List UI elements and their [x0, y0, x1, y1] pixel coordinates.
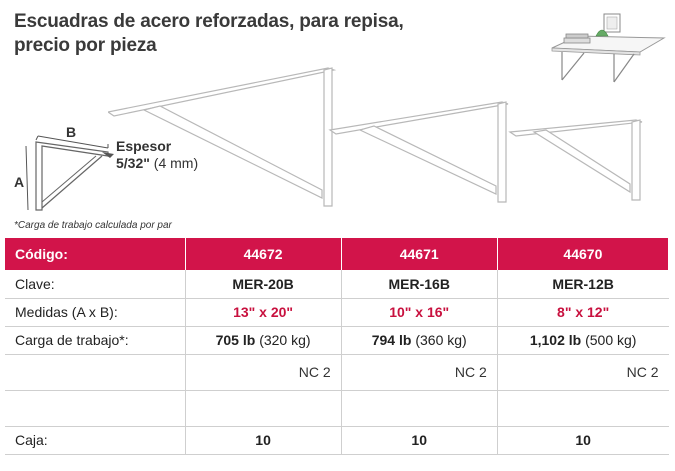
header-code-3: 44670 — [497, 238, 670, 270]
table-row-nc: NC 2 NC 2 NC 2 — [5, 354, 669, 391]
table-row-medidas: Medidas (A x B): 13" x 20" 10" x 16" 8" … — [5, 298, 669, 327]
nc-value: NC 2 — [185, 354, 342, 391]
clave-value: MER-12B — [497, 270, 669, 299]
carga-kg: (500 kg) — [585, 332, 637, 348]
row-label-medidas: Medidas (A x B): — [5, 298, 186, 327]
shelf-illustration — [551, 13, 666, 83]
caja-value: 10 — [185, 426, 342, 455]
thickness-metric: (4 mm) — [153, 155, 199, 171]
carga-value: 1,102 lb (500 kg) — [497, 326, 669, 355]
bracket-medium — [328, 101, 509, 203]
table-row-clave: Clave: MER-20B MER-16B MER-12B — [5, 270, 669, 299]
table-header-row: Código: 44672 44671 44670 — [5, 238, 670, 270]
spec-table: Código: 44672 44671 44670 Clave: MER-20B… — [5, 238, 670, 455]
table-row-blank — [5, 390, 669, 427]
carga-lb: 705 lb — [215, 332, 256, 348]
carga-value: 705 lb (320 kg) — [185, 326, 342, 355]
carga-kg: (360 kg) — [415, 332, 467, 348]
medidas-value: 10" x 16" — [341, 298, 498, 327]
carga-lb: 794 lb — [371, 332, 412, 348]
nc-value: NC 2 — [497, 354, 669, 391]
thickness-value: 5/32" (4 mm) — [116, 155, 198, 171]
footnote: *Carga de trabajo calculada por par — [14, 220, 172, 231]
dimension-label-b: B — [66, 124, 77, 140]
bracket-small — [508, 119, 643, 201]
blank-cell — [185, 390, 342, 427]
blank-cell — [497, 390, 669, 427]
medidas-value: 13" x 20" — [185, 298, 342, 327]
row-label-caja: Caja: — [5, 426, 186, 455]
row-label-clave: Clave: — [5, 270, 186, 299]
header-code-1: 44672 — [185, 238, 342, 270]
dimension-diagram — [25, 135, 114, 211]
clave-value: MER-20B — [185, 270, 342, 299]
caja-value: 10 — [497, 426, 669, 455]
table-row-carga: Carga de trabajo*: 705 lb (320 kg) 794 l… — [5, 326, 669, 355]
row-label-nc-empty — [5, 354, 186, 391]
thickness-label: Espesor — [116, 138, 172, 154]
header-code-2: 44671 — [341, 238, 498, 270]
medidas-value: 8" x 12" — [497, 298, 669, 327]
blank-cell — [341, 390, 498, 427]
carga-lb: 1,102 lb — [529, 332, 582, 348]
table-row-caja: Caja: 10 10 10 — [5, 426, 669, 455]
blank-cell — [5, 390, 186, 427]
page-title: Escuadras de acero reforzadas, para repi… — [14, 10, 404, 58]
thickness-spec: Espesor 5/32" (4 mm) — [116, 138, 198, 172]
header-code-label: Código: — [5, 238, 186, 270]
title-line-2: precio por pieza — [14, 35, 157, 56]
carga-value: 794 lb (360 kg) — [341, 326, 498, 355]
title-line-1: Escuadras de acero reforzadas, para repi… — [14, 11, 404, 32]
dimension-label-a: A — [14, 174, 25, 190]
caja-value: 10 — [341, 426, 498, 455]
row-label-carga: Carga de trabajo*: — [5, 326, 186, 355]
carga-kg: (320 kg) — [259, 332, 311, 348]
thickness-fraction: 5/32" — [116, 155, 150, 171]
nc-value: NC 2 — [341, 354, 498, 391]
brackets-illustration — [108, 67, 643, 207]
bracket-large — [108, 67, 337, 207]
clave-value: MER-16B — [341, 270, 498, 299]
